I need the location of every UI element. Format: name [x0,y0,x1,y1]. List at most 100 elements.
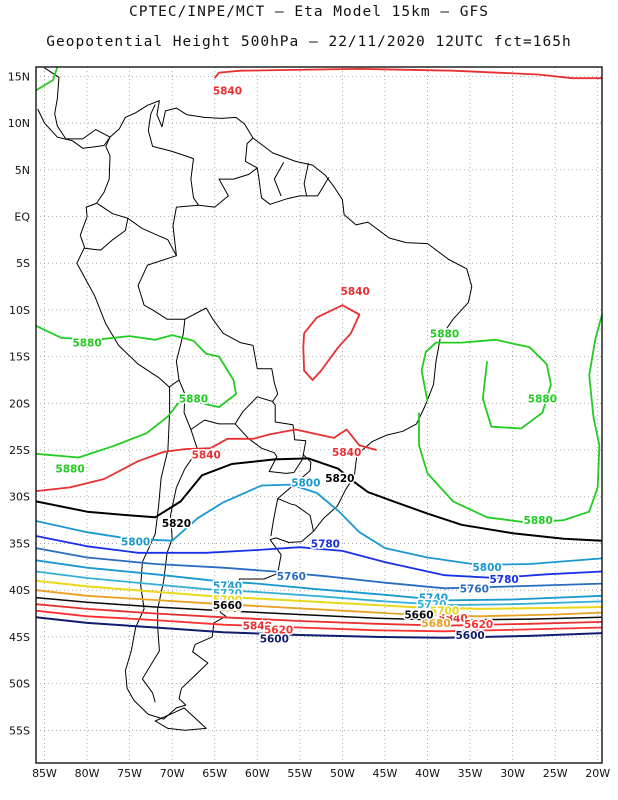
country-border [141,429,199,703]
contour-label-5840: 5840 [332,447,361,459]
title-line-2: Geopotential Height 500hPa – 22/11/2020 … [46,34,572,50]
contour-label-5720: 5720 [213,588,242,600]
contour-5600 [35,616,603,639]
lon-tick-label: 25W [543,767,568,780]
lon-tick-label: 55W [287,767,312,780]
country-border [277,454,314,532]
country-border [175,307,279,395]
contour-label-5680: 5680 [421,618,450,630]
contour-5740 [35,559,603,602]
contour-5800 [35,483,603,566]
contour-5880 [420,338,552,430]
lat-tick-label: 25S [9,444,30,457]
lon-tick-label: 40W [415,767,440,780]
contour-label-5740: 5740 [419,593,448,605]
contour-label-5840: 5840 [192,450,221,462]
lat-tick-label: 40S [9,584,30,597]
lon-tick-label: 65W [202,767,227,780]
coastline [37,67,473,731]
contour-label-5600: 5600 [455,630,484,642]
contour-label-5840: 5840 [438,613,467,625]
contour-label-5660: 5660 [404,609,433,621]
contour-label-5700: 5700 [430,606,459,618]
lat-tick-label: 10N [8,117,30,130]
contour-label-5800: 5800 [291,478,320,490]
contour-5880 [35,324,237,459]
lat-tick-label: 20S [9,397,30,410]
contour-label-5880: 5880 [179,394,208,406]
contour-label-5760: 5760 [277,571,306,583]
country-border [137,204,199,320]
lon-tick-label: 35W [458,767,483,780]
title-line-1: CPTEC/INPE/MCT – Eta Model 15km – GFS [128,4,489,20]
lat-tick-label: 35S [9,537,30,550]
contour-label-5700: 5700 [213,595,242,607]
lat-tick-label: 5N [15,164,30,177]
lat-tick-label: 15S [9,351,30,364]
country-border [97,202,177,256]
lat-tick-label: 5S [16,257,30,270]
country-border [270,498,279,537]
country-border [273,162,285,197]
contour-label-5820: 5820 [162,518,191,530]
country-border [84,218,129,251]
contour-5780 [35,535,603,579]
country-border [303,163,309,197]
contour-label-5600: 5600 [260,634,289,646]
contour-5660 [35,596,603,621]
lon-tick-label: 70W [160,767,185,780]
contour-label-5780: 5780 [311,538,340,550]
lat-tick-label: EQ [14,210,30,223]
lat-tick-label: 15N [8,70,30,83]
country-border [147,104,200,206]
contour-label-5680: 5680 [213,602,242,614]
contour-5680 [35,589,603,618]
contour-5620 [35,609,603,633]
contour-label-5660: 5660 [213,600,242,612]
contour-label-5820: 5820 [325,473,354,485]
contour-label-5740: 5740 [213,580,242,592]
central-america-coast [44,67,111,140]
contour-label-5840: 5840 [213,85,242,97]
contour-5880 [418,314,603,524]
lat-tick-label: 50S [9,678,30,691]
lon-tick-label: 80W [75,767,100,780]
country-border [234,401,307,474]
lon-tick-label: 30W [500,767,525,780]
contour-labels: 5880 5880 5880 5880 5880 5880 5840 5840 5840 5840… [54,84,559,647]
map-frame [35,66,603,764]
lat-tick-label: 30S [9,491,30,504]
country-border [178,379,279,430]
tierra-del-fuego [154,707,207,731]
contour-5720 [35,570,603,606]
contour-5880 [35,66,59,92]
lon-tick-label: 20W [585,767,610,780]
lat-tick-label: 55S [9,724,30,737]
contour-label-5840: 5840 [341,286,370,298]
country-border [256,167,330,205]
contour-label-5780: 5780 [490,574,519,586]
contour-5760 [35,547,603,590]
south-america-coast [76,100,473,720]
lat-tick-label: 10S [9,304,30,317]
lon-tick-label: 50W [330,767,355,780]
contour-label-5880: 5880 [55,464,84,476]
height-contours [35,66,603,639]
country-border [168,379,180,388]
lon-tick-label: 60W [245,767,270,780]
map-grid [36,67,602,763]
lat-tick-label: 45S [9,631,30,644]
contour-label-5620: 5620 [464,619,493,631]
contour-label-5840: 5840 [243,621,272,633]
central-america-pacific [37,108,111,149]
contour-5640 [35,603,603,627]
axis-labels: 15N 10N 5N EQ 5S 10S 15S 20S 25S 30S 35S 40S 45S 50S 5… [8,70,611,780]
lon-tick-label: 85W [32,767,57,780]
contour-label-5800: 5800 [472,562,501,574]
contour-5840 [213,68,602,80]
contour-label-5800: 5800 [121,537,150,549]
contour-label-5880: 5880 [430,328,459,340]
lon-tick-label: 45W [373,767,398,780]
contour-5840 [302,304,361,381]
